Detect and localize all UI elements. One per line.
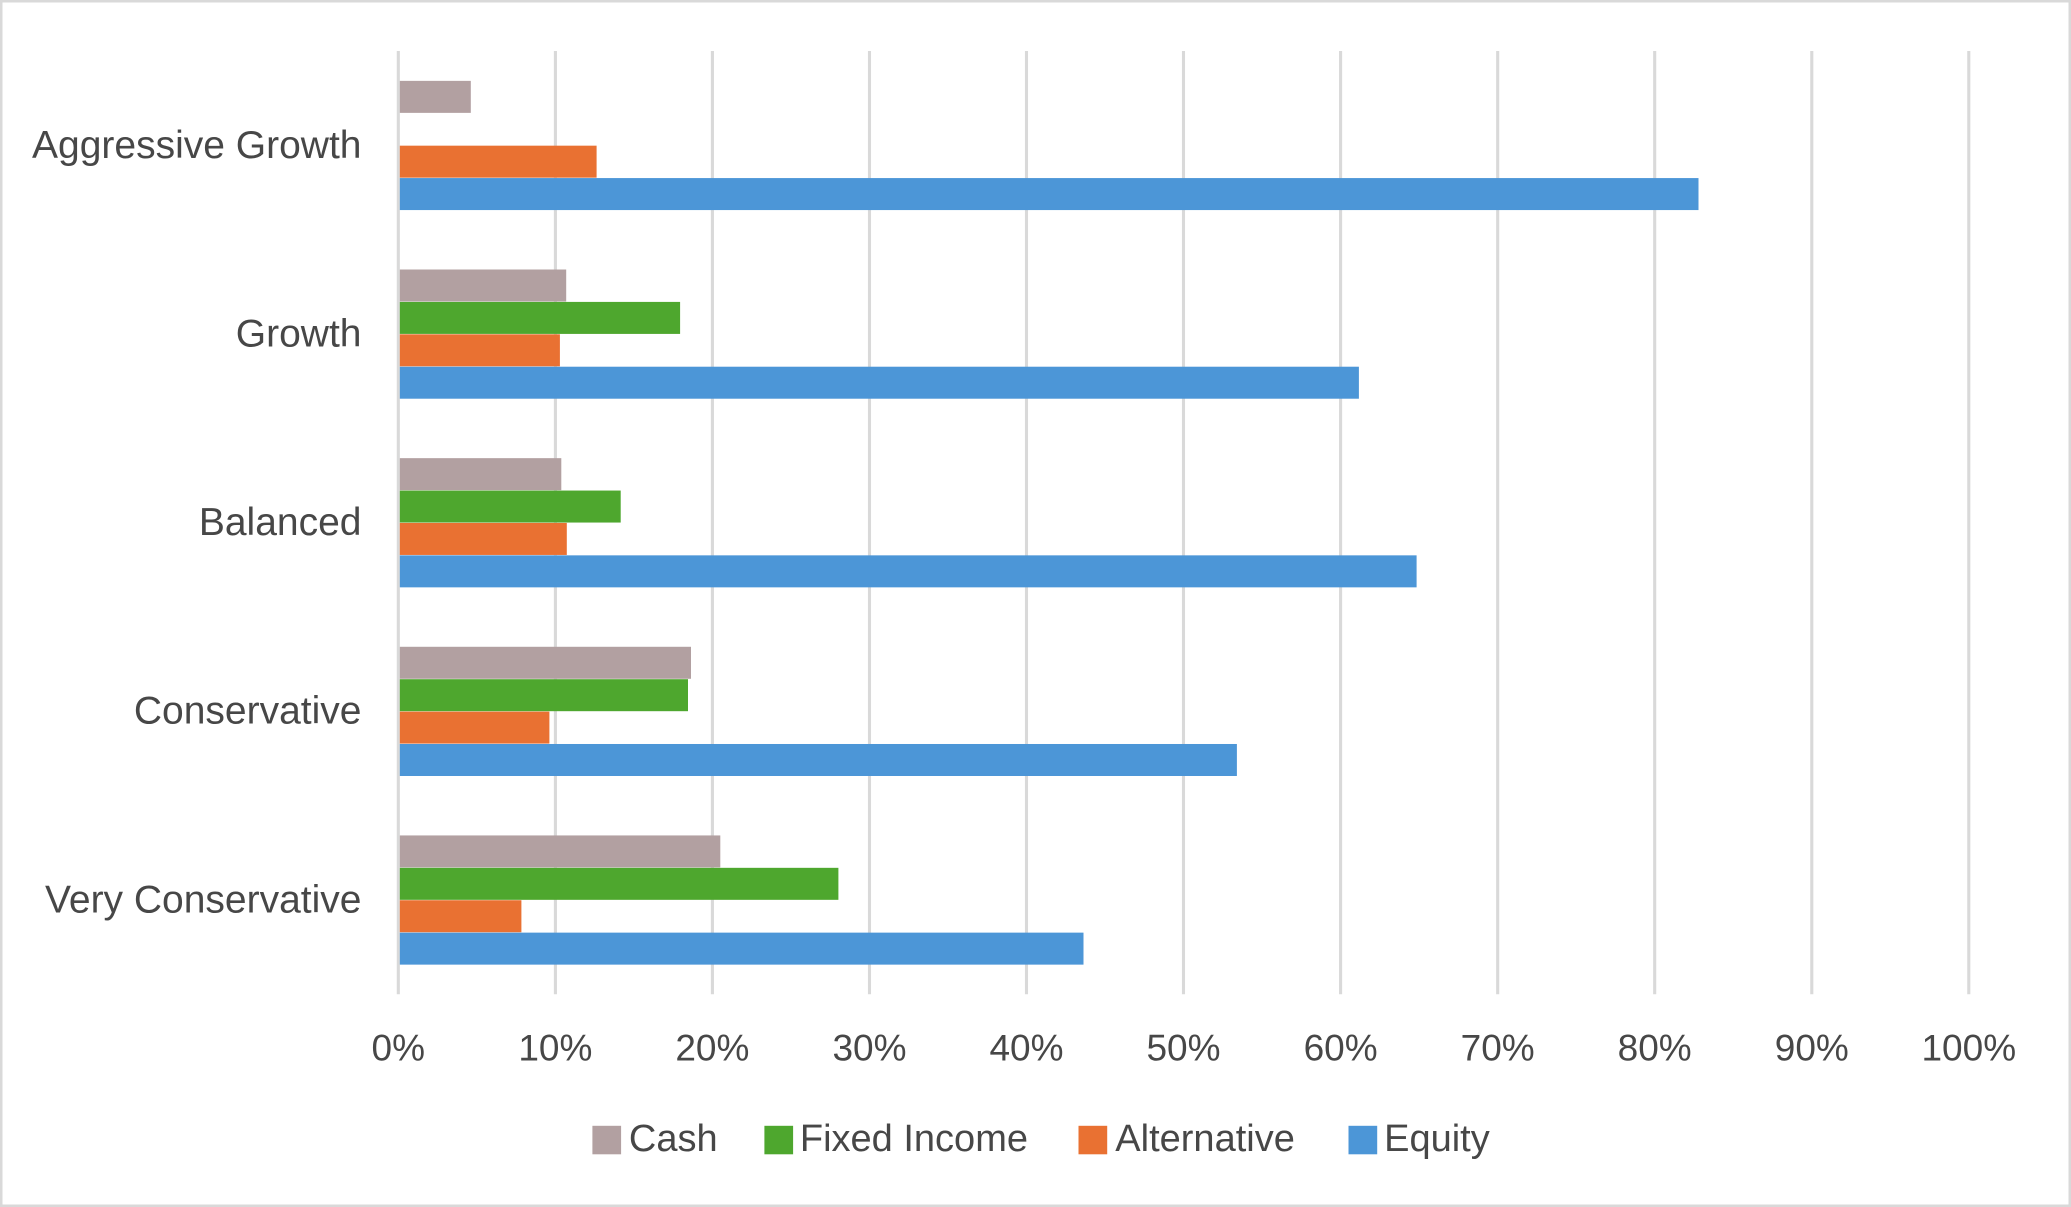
svg-text:50%: 50%: [1146, 1027, 1220, 1068]
svg-text:90%: 90%: [1775, 1027, 1849, 1068]
svg-text:Cash: Cash: [629, 1118, 718, 1160]
svg-text:Alternative: Alternative: [1115, 1118, 1295, 1160]
svg-text:Balanced: Balanced: [199, 501, 362, 544]
svg-text:Growth: Growth: [236, 313, 362, 356]
svg-text:20%: 20%: [675, 1027, 749, 1068]
svg-text:70%: 70%: [1461, 1027, 1535, 1068]
svg-text:80%: 80%: [1618, 1027, 1692, 1068]
svg-text:60%: 60%: [1304, 1027, 1378, 1068]
svg-text:Fixed Income: Fixed Income: [800, 1118, 1028, 1160]
svg-text:10%: 10%: [518, 1027, 592, 1068]
svg-text:30%: 30%: [832, 1027, 906, 1068]
svg-text:100%: 100%: [1921, 1027, 2016, 1068]
svg-text:40%: 40%: [989, 1027, 1063, 1068]
svg-text:Very Conservative: Very Conservative: [45, 878, 361, 921]
svg-text:Aggressive Growth: Aggressive Growth: [32, 124, 361, 167]
svg-text:Conservative: Conservative: [134, 690, 362, 733]
svg-text:Equity: Equity: [1384, 1118, 1490, 1160]
svg-text:0%: 0%: [372, 1027, 425, 1068]
